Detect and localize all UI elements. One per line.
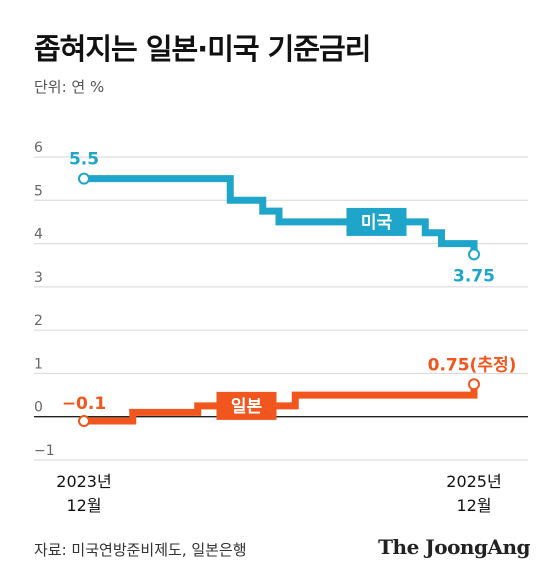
y-tick-label: 1 [34,356,43,372]
x-label-start-month: 12월 [66,496,102,515]
end-point-marker [468,248,480,261]
x-label-end: 2025년 12월 [440,470,508,518]
x-label-start: 2023년 12월 [50,470,118,518]
y-tick-label: 5 [34,183,43,199]
y-tick-label: 4 [34,227,43,243]
y-tick-label: −1 [34,443,55,459]
end-value-label: 0.75(추정) [428,355,517,375]
series-name-tag [216,391,277,420]
start-point-marker [78,415,90,428]
series-line-미국 [84,175,478,255]
source-note: 자료: 미국연방준비제도, 일본은행 [34,541,247,559]
start-point-marker [78,172,90,185]
y-tick-label: 3 [34,270,43,286]
series-name-tag [346,207,407,236]
y-tick-label: 6 [34,140,43,156]
brand-logo: The JoongAng [378,535,530,559]
series-name-label: 일본 [231,397,263,417]
y-tick-label: 0 [34,400,43,416]
end-point-marker [468,378,480,391]
end-value-label: 3.75 [453,266,495,286]
unit-label: 단위: 연 % [34,78,105,96]
start-value-label: 5.5 [69,150,99,170]
series-name-label: 미국 [361,213,393,233]
y-tick-label: 2 [34,313,43,329]
start-value-label: −0.1 [62,394,106,414]
x-label-start-year: 2023년 [56,472,112,491]
x-label-end-month: 12월 [456,496,492,515]
x-label-end-year: 2025년 [446,472,502,491]
chart-title: 좁혀지는 일본·미국 기준금리 [34,32,371,66]
series-line-일본 [84,384,478,425]
